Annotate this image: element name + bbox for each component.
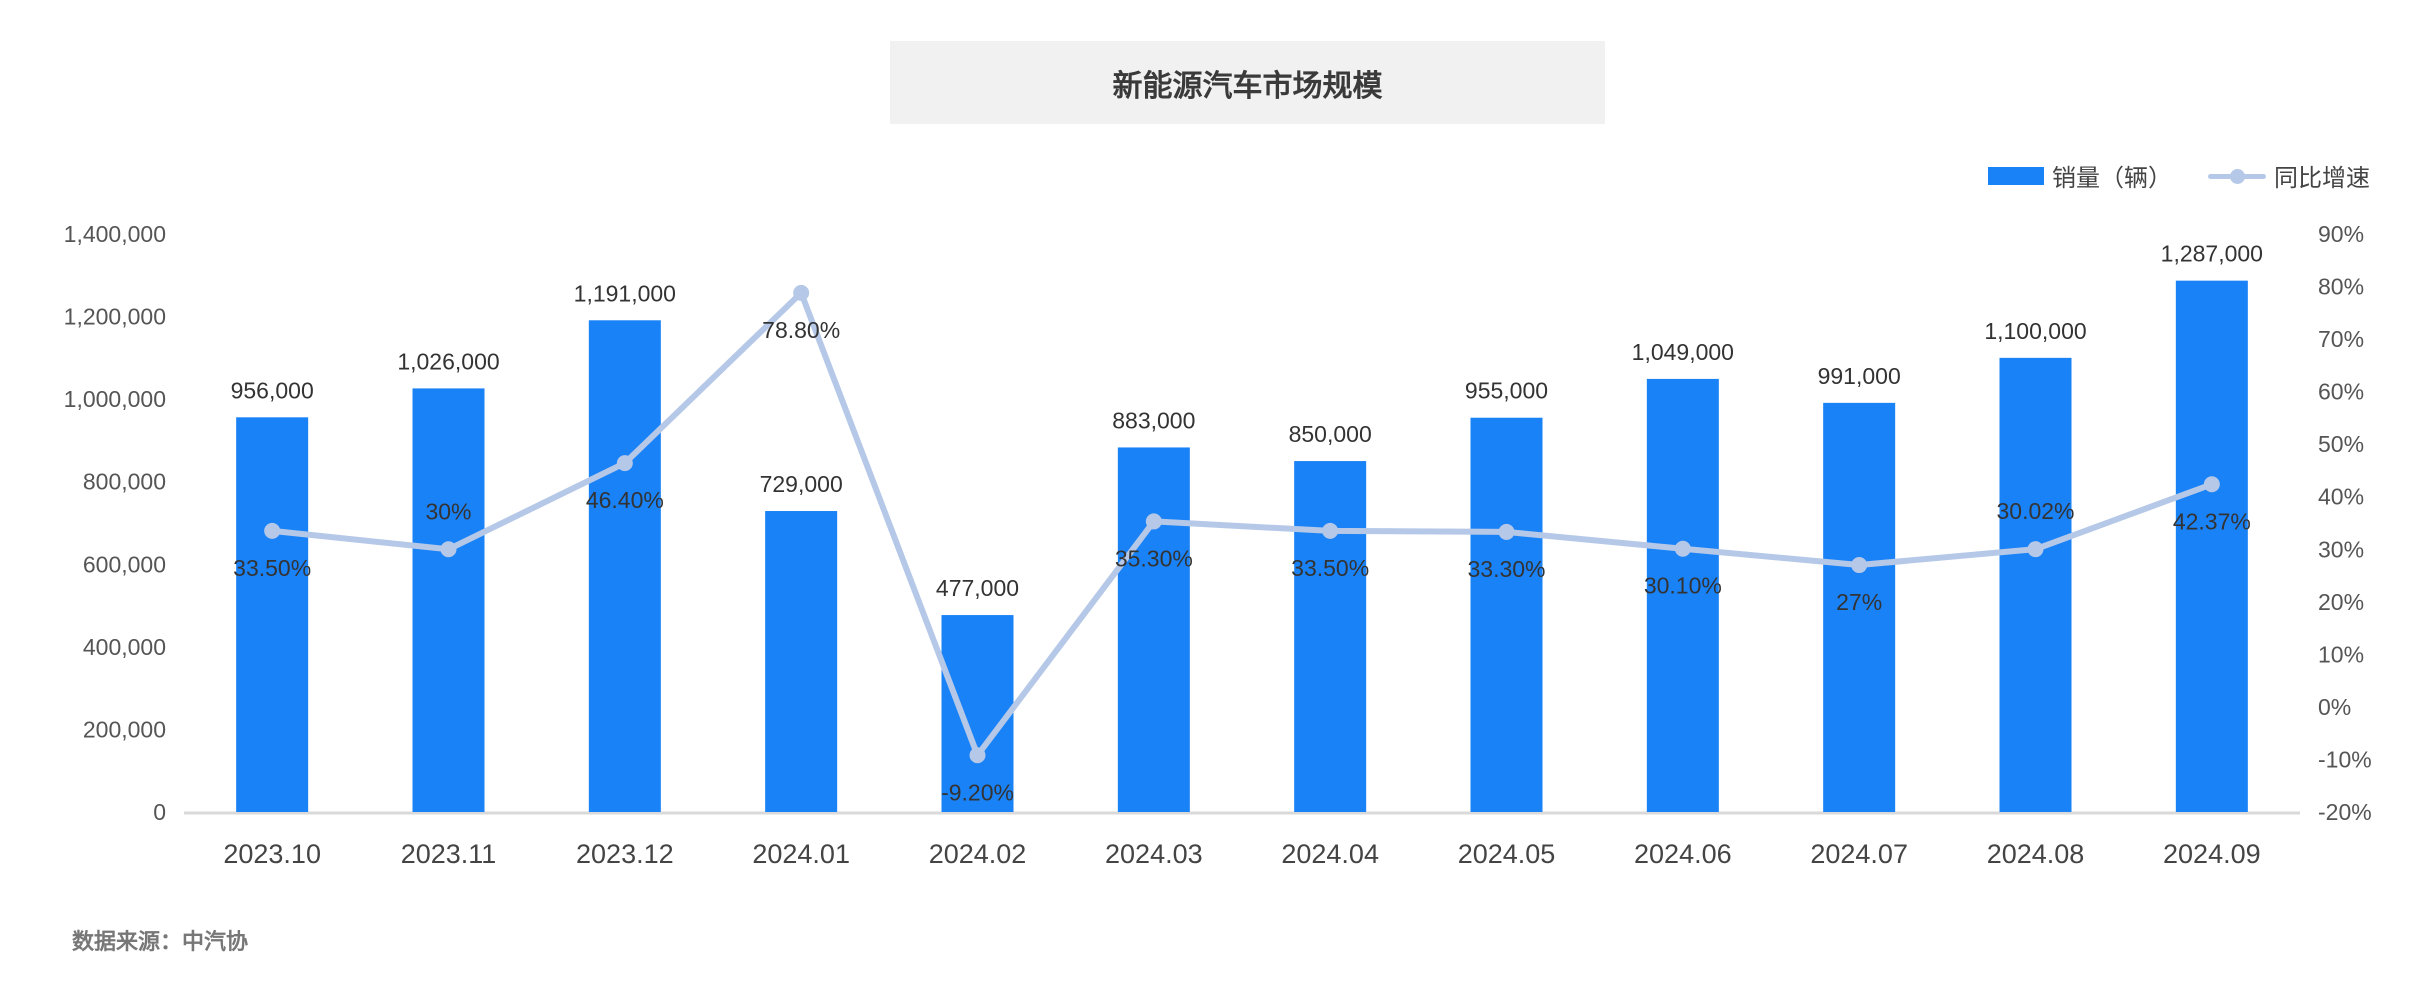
growth-value-label: 33.50% (1291, 555, 1369, 581)
growth-value-label: 30.10% (1644, 573, 1722, 599)
x-category-label: 2023.10 (223, 839, 321, 869)
bar-value-label: 1,191,000 (574, 280, 676, 306)
x-category-label: 2024.02 (929, 839, 1027, 869)
bar-value-label: 850,000 (1289, 421, 1372, 447)
x-category-label: 2024.01 (752, 839, 850, 869)
bar[interactable] (1646, 378, 1719, 812)
growth-point[interactable] (793, 284, 810, 301)
growth-value-label: 78.80% (762, 317, 840, 343)
x-category-label: 2024.09 (2163, 839, 2261, 869)
chart-title: 新能源汽车市场规模 (1112, 68, 1383, 104)
growth-line (271, 289, 2213, 759)
growth-point[interactable] (1322, 522, 1339, 539)
growth-value-label: 46.40% (586, 487, 664, 513)
legend: 销量（辆） 同比增速 (1988, 158, 2370, 193)
growth-point[interactable] (616, 455, 633, 472)
bar[interactable] (588, 320, 661, 812)
y-left-tick-label: 400,000 (83, 634, 166, 660)
x-category-label: 2023.11 (401, 839, 497, 869)
bar[interactable] (941, 615, 1014, 812)
growth-point[interactable] (1498, 523, 1515, 540)
growth-value-label: 33.30% (1467, 556, 1545, 582)
growth-value-label: 30% (425, 498, 471, 524)
y-right-tick-label: 20% (2318, 589, 2364, 615)
y-right-tick-label: 90% (2318, 221, 2364, 247)
growth-value-label: 35.30% (1115, 545, 1193, 571)
growth-point[interactable] (1145, 513, 1162, 530)
bar[interactable] (765, 511, 838, 812)
y-right-tick-label: 70% (2318, 326, 2364, 352)
y-left-tick-label: 1,400,000 (64, 221, 166, 247)
bar-value-label: 1,100,000 (1984, 318, 2086, 344)
bar-value-label: 883,000 (1112, 407, 1195, 433)
legend-line-swatch-icon (2208, 164, 2266, 188)
bar-value-label: 956,000 (231, 377, 314, 403)
growth-point[interactable] (264, 522, 281, 539)
growth-value-label: 33.50% (233, 555, 311, 581)
bar-value-label: 955,000 (1465, 378, 1548, 404)
data-source: 数据来源：中汽协 (72, 930, 249, 955)
legend-bar-swatch-icon (1988, 166, 2044, 185)
x-category-label: 2024.06 (1634, 839, 1732, 869)
bar[interactable] (1294, 461, 1367, 812)
y-right-tick-label: -10% (2318, 746, 2372, 772)
chart-title-box: 新能源汽车市场规模 (890, 41, 1605, 124)
x-category-label: 2024.04 (1281, 839, 1379, 869)
bar[interactable] (1470, 417, 1543, 812)
y-left-tick-label: 1,200,000 (64, 304, 166, 330)
growth-value-label: 30.02% (1996, 498, 2074, 524)
growth-value-label: 42.37% (2173, 508, 2251, 534)
y-right-tick-label: 50% (2318, 431, 2364, 457)
x-category-label: 2024.03 (1105, 839, 1203, 869)
y-right-tick-label: 80% (2318, 274, 2364, 300)
growth-value-label: -9.20% (941, 779, 1014, 805)
growth-value-label: 27% (1836, 589, 1882, 615)
bar[interactable] (1117, 447, 1190, 812)
bar[interactable] (2175, 280, 2248, 813)
bar[interactable] (1823, 402, 1896, 812)
x-category-label: 2023.12 (576, 839, 674, 869)
y-right-tick-label: 30% (2318, 536, 2364, 562)
bar[interactable] (412, 388, 485, 812)
y-right-tick-label: 40% (2318, 484, 2364, 510)
bar-value-label: 1,049,000 (1632, 339, 1734, 365)
y-right-tick-label: 60% (2318, 379, 2364, 405)
bar[interactable] (1999, 357, 2072, 812)
x-category-label: 2024.07 (1810, 839, 1908, 869)
bar-value-label: 729,000 (760, 471, 843, 497)
bar[interactable] (236, 417, 309, 812)
y-left-tick-label: 1,000,000 (64, 386, 166, 412)
y-left-tick-label: 200,000 (83, 716, 166, 742)
growth-point[interactable] (2027, 541, 2044, 558)
growth-point[interactable] (440, 541, 457, 558)
growth-point[interactable] (1674, 540, 1691, 557)
legend-line-label: 同比增速 (2274, 164, 2370, 192)
y-left-tick-label: 600,000 (83, 551, 166, 577)
y-right-tick-label: 10% (2318, 641, 2364, 667)
bar-value-label: 991,000 (1818, 363, 1901, 389)
x-category-label: 2024.05 (1458, 839, 1556, 869)
bar-value-label: 477,000 (936, 575, 1019, 601)
growth-point[interactable] (969, 747, 986, 764)
y-right-tick-label: -20% (2318, 799, 2372, 825)
y-right-tick-label: 0% (2318, 694, 2351, 720)
growth-point[interactable] (2203, 476, 2220, 493)
bar-value-label: 1,287,000 (2161, 241, 2263, 267)
y-left-tick-label: 800,000 (83, 469, 166, 495)
legend-bar-label: 销量（辆） (2052, 164, 2172, 192)
bar-value-label: 1,026,000 (397, 348, 499, 374)
x-category-label: 2024.08 (1987, 839, 2085, 869)
y-left-tick-label: 0 (153, 799, 166, 825)
growth-point[interactable] (1851, 557, 1868, 574)
